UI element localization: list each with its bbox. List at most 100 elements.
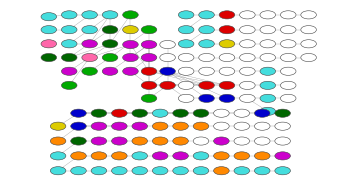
Ellipse shape [91, 167, 107, 175]
Ellipse shape [260, 26, 275, 34]
Ellipse shape [214, 167, 229, 175]
Ellipse shape [122, 67, 138, 75]
Ellipse shape [219, 53, 235, 62]
Ellipse shape [50, 152, 66, 160]
Ellipse shape [132, 122, 148, 130]
Ellipse shape [50, 137, 66, 145]
Ellipse shape [132, 167, 148, 175]
Ellipse shape [275, 167, 290, 175]
Ellipse shape [214, 122, 229, 130]
Ellipse shape [219, 67, 235, 75]
Ellipse shape [112, 152, 127, 160]
Ellipse shape [280, 11, 296, 19]
Ellipse shape [199, 67, 214, 75]
Ellipse shape [260, 107, 275, 115]
Ellipse shape [199, 81, 214, 89]
Ellipse shape [234, 167, 250, 175]
Ellipse shape [219, 81, 235, 89]
Ellipse shape [102, 67, 118, 75]
Ellipse shape [62, 53, 77, 62]
Ellipse shape [102, 11, 118, 19]
Ellipse shape [82, 26, 97, 34]
Ellipse shape [254, 122, 270, 130]
Ellipse shape [280, 81, 296, 89]
Ellipse shape [260, 94, 275, 102]
Ellipse shape [275, 137, 290, 145]
Ellipse shape [141, 67, 157, 75]
Ellipse shape [240, 67, 255, 75]
Ellipse shape [178, 40, 194, 48]
Ellipse shape [91, 137, 107, 145]
Ellipse shape [275, 109, 290, 117]
Ellipse shape [260, 67, 275, 75]
Ellipse shape [122, 41, 138, 49]
Ellipse shape [91, 152, 107, 160]
Ellipse shape [132, 137, 148, 145]
Ellipse shape [199, 40, 214, 48]
Ellipse shape [240, 81, 255, 89]
Ellipse shape [71, 122, 86, 130]
Ellipse shape [152, 137, 168, 145]
Ellipse shape [178, 67, 194, 75]
Ellipse shape [112, 137, 127, 145]
Ellipse shape [173, 109, 188, 117]
Ellipse shape [71, 152, 86, 160]
Ellipse shape [234, 152, 250, 160]
Ellipse shape [254, 167, 270, 175]
Ellipse shape [141, 81, 157, 89]
Ellipse shape [178, 11, 194, 19]
Ellipse shape [62, 81, 77, 89]
Ellipse shape [152, 122, 168, 130]
Ellipse shape [260, 53, 275, 62]
Ellipse shape [160, 67, 175, 75]
Ellipse shape [275, 152, 290, 160]
Ellipse shape [219, 26, 235, 34]
Ellipse shape [280, 26, 296, 34]
Ellipse shape [219, 40, 235, 48]
Ellipse shape [193, 122, 209, 130]
Ellipse shape [152, 152, 168, 160]
Ellipse shape [178, 53, 194, 62]
Ellipse shape [141, 26, 157, 34]
Ellipse shape [193, 167, 209, 175]
Ellipse shape [280, 94, 296, 102]
Ellipse shape [240, 26, 255, 34]
Ellipse shape [260, 40, 275, 48]
Ellipse shape [173, 167, 188, 175]
Ellipse shape [280, 67, 296, 75]
Ellipse shape [301, 53, 316, 62]
Ellipse shape [160, 81, 175, 89]
Ellipse shape [260, 11, 275, 19]
Ellipse shape [160, 53, 175, 62]
Ellipse shape [193, 152, 209, 160]
Ellipse shape [254, 137, 270, 145]
Ellipse shape [132, 109, 148, 117]
Ellipse shape [82, 11, 97, 19]
Ellipse shape [254, 109, 270, 117]
Ellipse shape [219, 11, 235, 19]
Ellipse shape [62, 40, 77, 48]
Ellipse shape [199, 53, 214, 62]
Ellipse shape [41, 13, 57, 21]
Ellipse shape [82, 67, 97, 75]
Ellipse shape [41, 53, 57, 62]
Ellipse shape [132, 152, 148, 160]
Ellipse shape [62, 11, 77, 19]
Ellipse shape [234, 137, 250, 145]
Ellipse shape [41, 26, 57, 34]
Ellipse shape [112, 167, 127, 175]
Ellipse shape [301, 26, 316, 34]
Ellipse shape [240, 11, 255, 19]
Ellipse shape [240, 40, 255, 48]
Ellipse shape [141, 94, 157, 102]
Ellipse shape [173, 137, 188, 145]
Ellipse shape [62, 26, 77, 34]
Ellipse shape [141, 53, 157, 62]
Ellipse shape [41, 40, 57, 48]
Ellipse shape [214, 137, 229, 145]
Ellipse shape [178, 81, 194, 89]
Ellipse shape [214, 152, 229, 160]
Ellipse shape [178, 26, 194, 34]
Ellipse shape [240, 94, 255, 102]
Ellipse shape [152, 167, 168, 175]
